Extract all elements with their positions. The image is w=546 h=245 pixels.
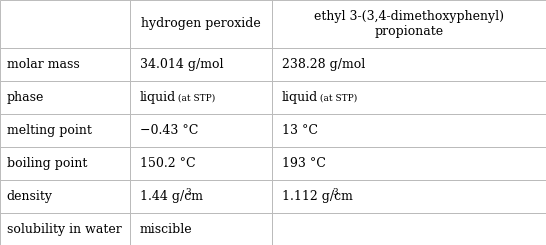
Bar <box>130 0 272 48</box>
Bar <box>272 114 546 147</box>
Text: ethyl 3-(3,4-dimethoxyphenyl)
propionate: ethyl 3-(3,4-dimethoxyphenyl) propionate <box>314 10 504 38</box>
Bar <box>0 0 130 48</box>
Text: (at STP): (at STP) <box>317 93 358 102</box>
Text: 193 °C: 193 °C <box>282 157 325 170</box>
Bar <box>0 213 130 245</box>
Text: liquid: liquid <box>282 91 318 104</box>
Text: liquid: liquid <box>140 91 176 104</box>
Text: 150.2 °C: 150.2 °C <box>140 157 195 170</box>
Text: 34.014 g/mol: 34.014 g/mol <box>140 58 223 71</box>
Bar <box>130 213 272 245</box>
Bar <box>130 81 272 114</box>
Text: melting point: melting point <box>7 124 91 137</box>
Text: molar mass: molar mass <box>7 58 79 71</box>
Bar <box>0 81 130 114</box>
Text: boiling point: boiling point <box>7 157 87 170</box>
Text: 1.112 g/cm: 1.112 g/cm <box>282 190 353 203</box>
Text: density: density <box>7 190 52 203</box>
Text: hydrogen peroxide: hydrogen peroxide <box>141 17 261 30</box>
Bar <box>130 114 272 147</box>
Text: 3: 3 <box>332 188 337 197</box>
Text: miscible: miscible <box>140 222 192 235</box>
Bar <box>272 81 546 114</box>
Bar <box>272 48 546 81</box>
Text: phase: phase <box>7 91 44 104</box>
Bar <box>130 48 272 81</box>
Bar <box>272 0 546 48</box>
Text: 1.44 g/cm: 1.44 g/cm <box>140 190 203 203</box>
Bar <box>272 213 546 245</box>
Text: 238.28 g/mol: 238.28 g/mol <box>282 58 365 71</box>
Bar <box>0 180 130 213</box>
Text: (at STP): (at STP) <box>175 93 216 102</box>
Bar <box>272 180 546 213</box>
Bar <box>130 147 272 180</box>
Text: 13 °C: 13 °C <box>282 124 318 137</box>
Bar <box>0 48 130 81</box>
Bar <box>272 147 546 180</box>
Text: −0.43 °C: −0.43 °C <box>140 124 198 137</box>
Text: 3: 3 <box>185 188 191 197</box>
Bar <box>0 147 130 180</box>
Text: solubility in water: solubility in water <box>7 222 121 235</box>
Bar <box>130 180 272 213</box>
Bar <box>0 114 130 147</box>
